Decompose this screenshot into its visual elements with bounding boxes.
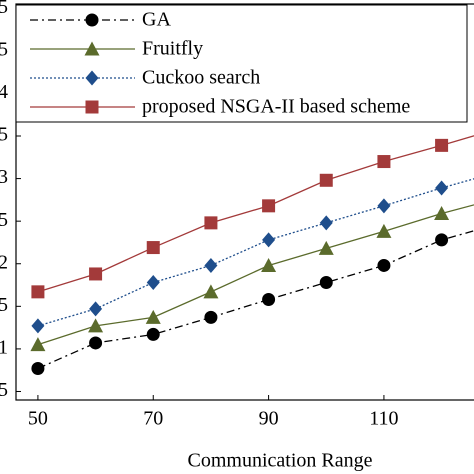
- marker: [145, 309, 161, 324]
- x-tick-label: 70: [143, 408, 163, 430]
- marker: [85, 100, 99, 114]
- y-tick-label: 4: [0, 81, 8, 103]
- marker: [85, 13, 99, 27]
- marker: [377, 198, 391, 214]
- marker: [319, 173, 333, 187]
- x-tick-label: 90: [259, 408, 279, 430]
- marker: [262, 199, 276, 213]
- y-tick-label: 2.5: [0, 209, 8, 231]
- marker: [146, 274, 160, 290]
- legend-label: GA: [142, 9, 171, 31]
- marker: [31, 318, 45, 334]
- marker: [318, 240, 334, 255]
- y-tick-label: 5: [0, 0, 8, 18]
- marker: [31, 285, 45, 299]
- series-line: [37, 135, 474, 293]
- x-tick-label: 110: [369, 408, 398, 430]
- y-tick-label: 3: [0, 166, 8, 188]
- marker: [89, 267, 103, 281]
- marker: [435, 233, 449, 247]
- marker: [319, 275, 333, 289]
- y-tick-label: 1.5: [0, 294, 8, 316]
- y-tick-label: 4.5: [0, 38, 8, 60]
- marker: [262, 232, 276, 248]
- marker: [31, 361, 45, 375]
- series-line: [37, 204, 474, 346]
- x-axis-label: Communication Range: [188, 450, 373, 472]
- marker: [89, 301, 103, 317]
- y-tick-label: 3.5: [0, 124, 8, 146]
- marker: [89, 336, 103, 350]
- marker: [435, 138, 449, 152]
- y-tick-label: 1: [0, 336, 8, 358]
- marker: [204, 310, 218, 324]
- marker: [84, 41, 100, 56]
- x-tick-label: 50: [28, 408, 48, 430]
- marker: [203, 284, 219, 299]
- marker: [435, 180, 449, 196]
- legend-label: Cuckoo search: [142, 67, 260, 89]
- y-tick-label: 0.5: [0, 379, 8, 401]
- marker: [85, 70, 99, 86]
- marker: [88, 318, 104, 333]
- legend-label: proposed NSGA-II based scheme: [142, 96, 410, 118]
- marker: [261, 257, 277, 272]
- marker: [204, 216, 218, 230]
- plot-frame: [15, 3, 474, 401]
- series-line: [37, 178, 474, 327]
- marker: [319, 215, 333, 231]
- marker: [204, 257, 218, 273]
- legend-label: Fruitfly: [142, 38, 203, 60]
- y-tick-label: 2: [0, 251, 8, 273]
- marker: [262, 293, 276, 307]
- marker: [434, 205, 450, 220]
- marker: [146, 241, 160, 255]
- marker: [377, 258, 391, 272]
- marker: [30, 337, 46, 352]
- marker: [377, 155, 391, 169]
- marker: [376, 223, 392, 238]
- marker: [146, 327, 160, 341]
